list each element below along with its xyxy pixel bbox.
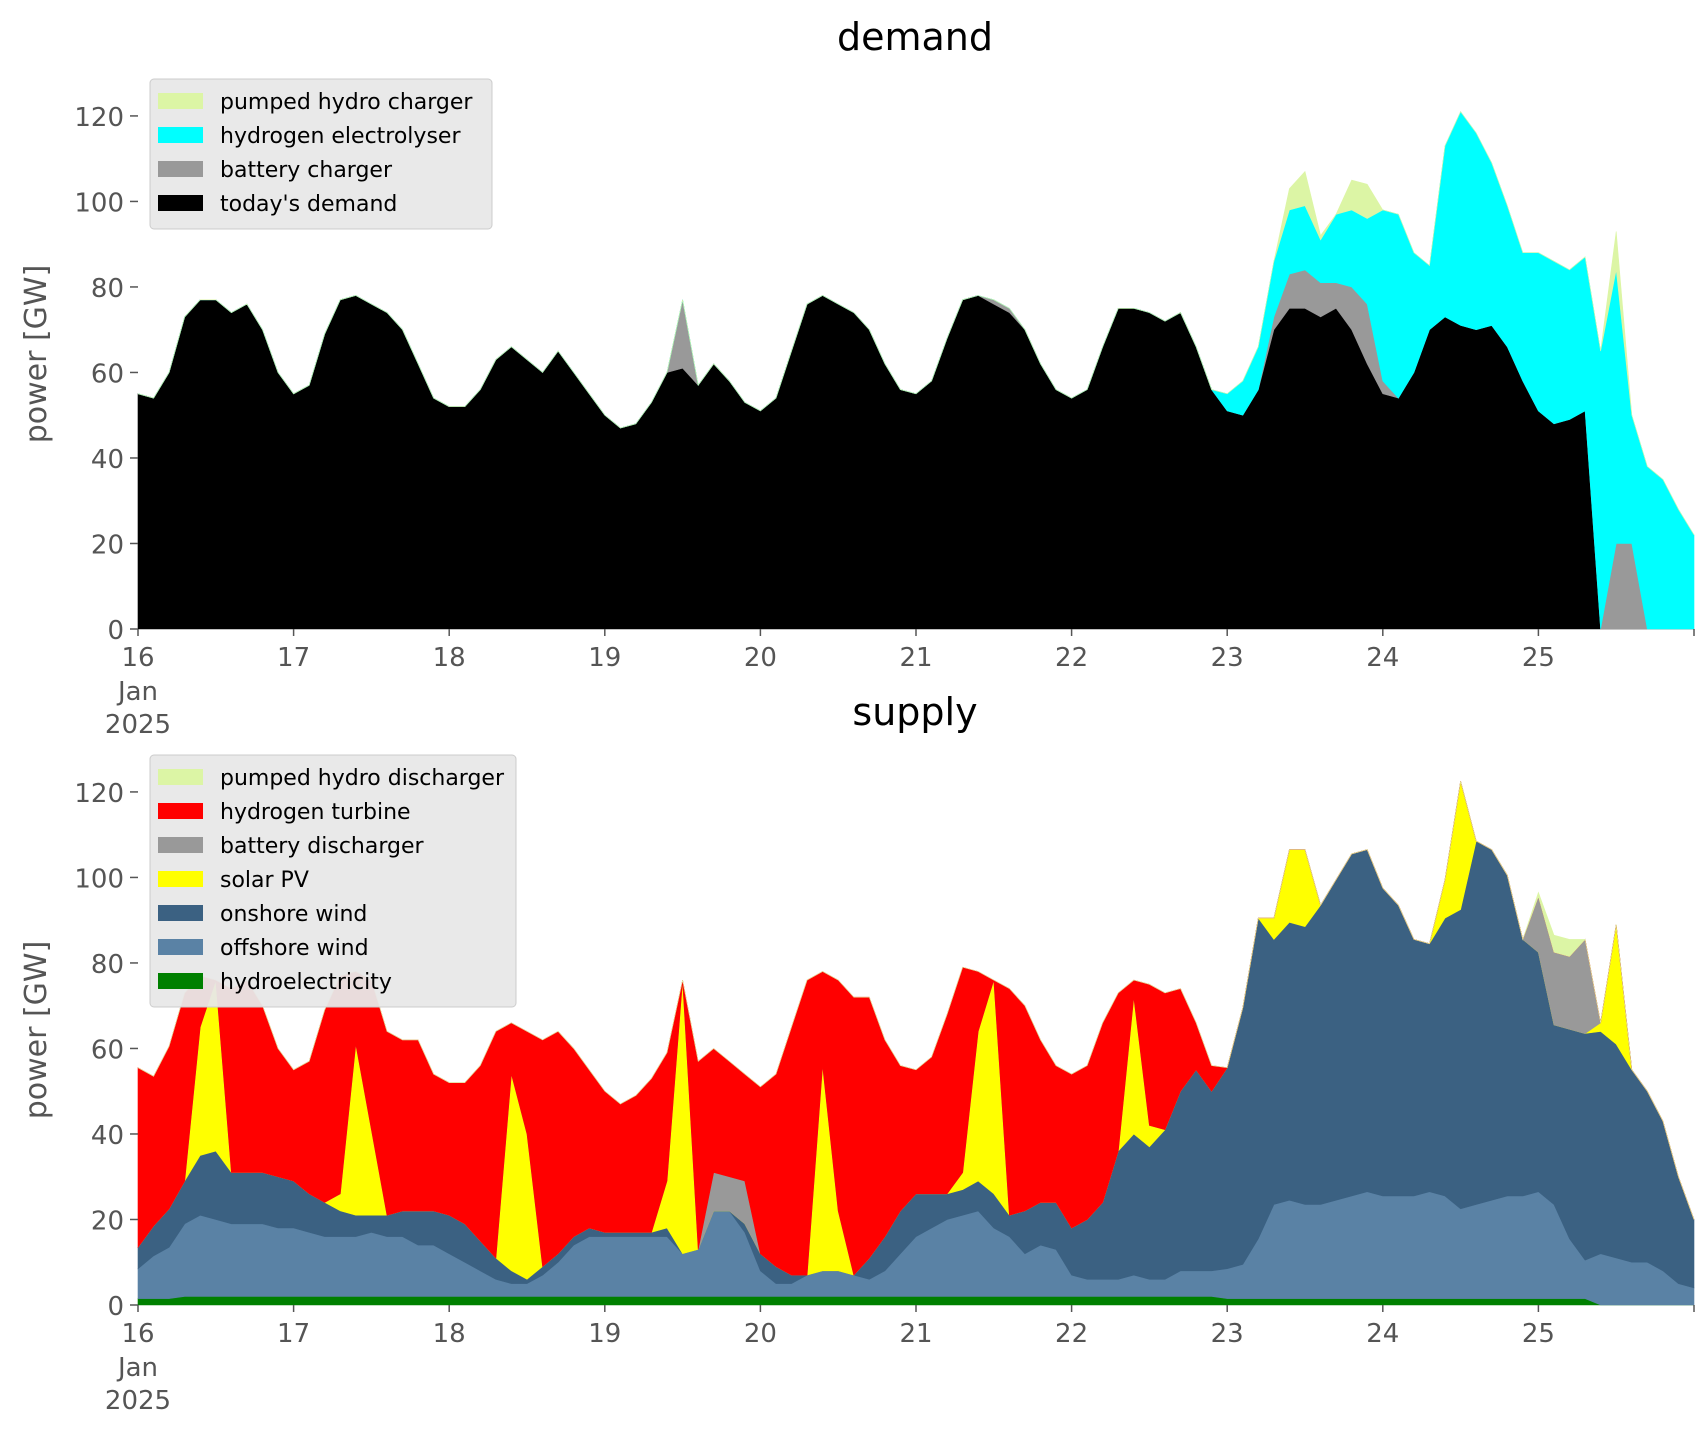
supply-x-tick-label: 17	[277, 1319, 310, 1349]
supply-area-pumped-hydro-discharger	[137, 781, 1695, 1220]
supply-legend-label-battery-discharger: battery discharger	[220, 834, 425, 859]
supply-areas	[137, 781, 1695, 1306]
demand-legend-swatch-pumped-hydro-charger	[158, 93, 203, 109]
supply-legend-swatch-offshore-wind	[158, 939, 203, 955]
demand-x-tick-label: 16	[121, 643, 154, 673]
supply-legend-swatch-solar-pv	[158, 871, 203, 887]
supply-y-tick-label: 40	[91, 1121, 124, 1151]
supply-x-tick-label: 21	[899, 1319, 932, 1349]
demand-areas	[137, 111, 1695, 630]
supply-x-tick-sublabel: 2025	[105, 1386, 171, 1416]
demand-y-tick-label: 80	[91, 274, 124, 304]
demand-x-tick-label: 23	[1211, 643, 1244, 673]
supply-y-axis-label: power [GW]	[19, 941, 54, 1120]
supply-x-tick-label: 22	[1055, 1319, 1088, 1349]
demand-legend-swatch-battery-charger	[158, 161, 203, 177]
supply-y-tick-label: 0	[107, 1292, 124, 1322]
demand-legend: pumped hydro charger hydrogen electrolyse…	[149, 78, 493, 230]
supply-y-axis: 0 20 40 60 80 100 120	[74, 779, 138, 1322]
demand-y-axis: 0 20 40 60 80 100 120	[74, 103, 138, 646]
demand-y-tick-label: 20	[91, 530, 124, 560]
demand-y-tick-label: 100	[74, 188, 124, 218]
demand-y-tick-label: 40	[91, 445, 124, 475]
supply-legend-label-solar-pv: solar PV	[220, 868, 309, 893]
supply-x-tick-label: 16	[121, 1319, 154, 1349]
supply-legend: pumped hydro discharger hydrogen turbine b…	[149, 754, 517, 1008]
demand-x-tick-label: 21	[899, 643, 932, 673]
demand-chart-title: demand	[837, 15, 993, 59]
demand-y-tick-label: 60	[91, 359, 124, 389]
supply-x-tick-label: 24	[1366, 1319, 1399, 1349]
supply-legend-swatch-onshore-wind	[158, 905, 203, 921]
supply-y-tick-label: 100	[74, 864, 124, 894]
demand-legend-label-pumped-hydro-charger: pumped hydro charger	[220, 90, 473, 115]
supply-legend-label-hydrogen-turbine: hydrogen turbine	[220, 800, 411, 825]
demand-legend-swatch-hydrogen-electrolyser	[158, 127, 203, 143]
demand-legend-label-today-s-demand: today's demand	[220, 192, 397, 217]
supply-legend-label-offshore-wind: offshore wind	[220, 936, 369, 961]
supply-legend-label-pumped-hydro-discharger: pumped hydro discharger	[220, 766, 505, 791]
demand-x-tick-label: 17	[277, 643, 310, 673]
supply-legend-swatch-hydroelectricity	[158, 973, 203, 989]
demand-y-axis-label: power [GW]	[19, 265, 54, 444]
supply-legend-swatch-pumped-hydro-discharger	[158, 769, 203, 785]
demand-x-tick-label: 20	[744, 643, 777, 673]
demand-y-tick-label: 0	[107, 616, 124, 646]
demand-x-tick-label: 24	[1366, 643, 1399, 673]
demand-area-pumped-hydro-charger	[137, 111, 1695, 536]
demand-x-tick-label: 25	[1522, 643, 1555, 673]
supply-x-tick-sublabel: Jan	[116, 1353, 158, 1383]
supply-x-tick-label: 20	[744, 1319, 777, 1349]
demand-x-tick-label: 18	[433, 643, 466, 673]
demand-x-tick-sublabel: 2025	[105, 710, 171, 740]
demand-legend-frame	[149, 78, 493, 230]
supply-legend-swatch-hydrogen-turbine	[158, 803, 203, 819]
supply-legend-swatch-battery-discharger	[158, 837, 203, 853]
demand-x-tick-sublabel: Jan	[116, 677, 158, 707]
supply-x-tick-label: 19	[588, 1319, 621, 1349]
demand-x-tick-label: 19	[588, 643, 621, 673]
supply-x-tick-label: 25	[1522, 1319, 1555, 1349]
demand-y-tick-label: 120	[74, 103, 124, 133]
supply-legend-label-hydroelectricity: hydroelectricity	[220, 970, 392, 995]
demand-legend-label-hydrogen-electrolyser: hydrogen electrolyser	[220, 124, 461, 149]
demand-legend-swatch-today-s-demand	[158, 195, 203, 211]
supply-x-tick-label: 18	[433, 1319, 466, 1349]
supply-legend-label-onshore-wind: onshore wind	[220, 902, 367, 927]
supply-y-tick-label: 20	[91, 1206, 124, 1236]
supply-y-tick-label: 80	[91, 950, 124, 980]
supply-legend-frame	[149, 754, 517, 1008]
supply-y-tick-label: 60	[91, 1035, 124, 1065]
demand-legend-label-battery-charger: battery charger	[220, 158, 393, 183]
supply-y-tick-label: 120	[74, 779, 124, 809]
demand-x-tick-label: 22	[1055, 643, 1088, 673]
supply-x-tick-label: 23	[1211, 1319, 1244, 1349]
supply-chart-title: supply	[852, 690, 977, 734]
